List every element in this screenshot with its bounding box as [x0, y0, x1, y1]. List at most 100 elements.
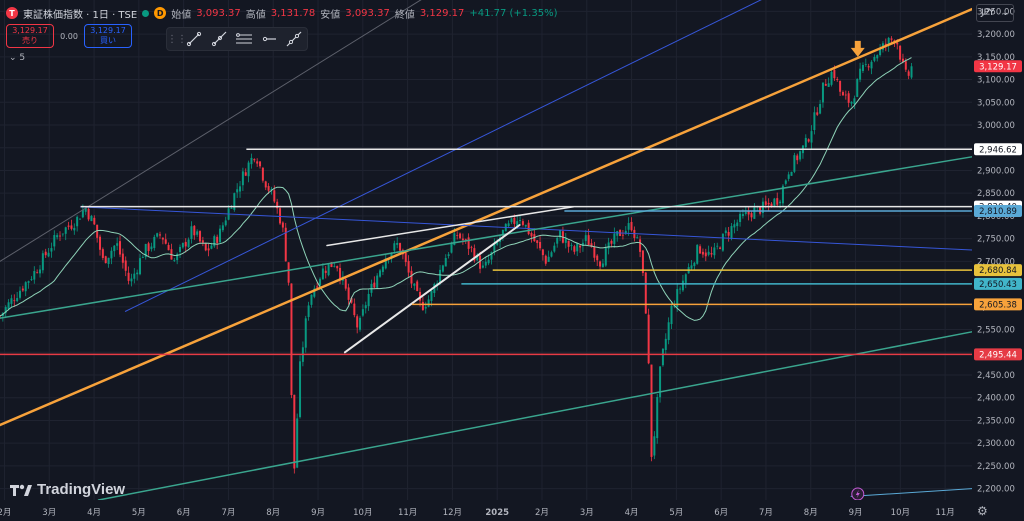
- candle-body: [181, 242, 184, 248]
- candle-body: [153, 236, 156, 248]
- price-tick-label: 2,850.00: [977, 189, 1015, 199]
- tradingview-logo-icon: [10, 484, 32, 496]
- time-axis[interactable]: 2月 3月 4月 5月 6月 7月 8月 9月 10月 11月 12月 2025 2月 3月 4月 5月 6月 7…: [0, 500, 1024, 521]
- open-label: 始値: [171, 9, 192, 21]
- sell-button[interactable]: 3,129.17 売り: [6, 24, 54, 48]
- candle-body: [681, 280, 684, 291]
- candle-body: [61, 233, 64, 235]
- trend-line[interactable]: [343, 224, 521, 354]
- price-label-box: [974, 204, 1022, 217]
- trend-line[interactable]: [326, 206, 575, 247]
- drawing-toolbar[interactable]: ⋮⋮: [166, 27, 308, 51]
- candle-body: [724, 230, 727, 234]
- candle-body: [564, 239, 567, 243]
- candle-body: [27, 281, 30, 283]
- tradingview-logo[interactable]: TradingView: [10, 481, 125, 498]
- horizontal-ray-tool-icon[interactable]: [256, 28, 281, 50]
- candle-body: [704, 252, 707, 257]
- candle-body: [73, 227, 76, 231]
- candle-body: [344, 279, 347, 289]
- price-tick-label: 2,450.00: [977, 371, 1015, 381]
- candle-body: [276, 201, 279, 209]
- candle-body: [576, 243, 579, 252]
- candle-body: [287, 262, 290, 283]
- price-tick-label: 2,300.00: [977, 439, 1015, 449]
- candle-body: [839, 80, 842, 92]
- candle-body: [133, 273, 136, 279]
- price-tick-label: 2,350.00: [977, 416, 1015, 426]
- candle-body: [490, 252, 493, 260]
- candle-body: [330, 262, 333, 268]
- candle-body: [853, 98, 856, 104]
- candle-body: [910, 66, 913, 78]
- candle-body: [610, 240, 613, 244]
- candle-body: [450, 243, 453, 253]
- candle-body: [899, 45, 902, 60]
- drag-handle-icon[interactable]: ⋮⋮: [167, 33, 187, 45]
- candle-body: [544, 255, 547, 264]
- time-tick-label: 9月: [849, 508, 863, 518]
- candle-body: [116, 243, 119, 246]
- candle-body: [99, 236, 102, 250]
- candle-body: [373, 282, 376, 288]
- ray-tool-icon[interactable]: [206, 28, 231, 50]
- time-tick-label: 7月: [221, 508, 235, 518]
- high-label: 高値: [245, 9, 266, 21]
- trend-line[interactable]: [850, 488, 973, 497]
- trend-line[interactable]: [80, 206, 973, 251]
- candle-body: [193, 225, 196, 236]
- exchange-logo: T: [6, 7, 18, 19]
- currency-selector[interactable]: JPY ⌄: [976, 4, 1014, 22]
- trend-line-tool-icon[interactable]: [181, 28, 206, 50]
- trend-line[interactable]: [0, 7, 974, 427]
- trend-line[interactable]: [97, 331, 973, 501]
- candle-body: [536, 240, 539, 244]
- candle-body: [284, 227, 287, 262]
- trend-line[interactable]: [0, 0, 439, 262]
- candle-body: [13, 300, 16, 302]
- candle-body: [253, 159, 256, 161]
- candle-body: [19, 290, 21, 298]
- candle-body: [570, 245, 573, 246]
- candle-body: [907, 71, 910, 76]
- extended-line-tool-icon[interactable]: [281, 28, 306, 50]
- gear-icon[interactable]: ⚙: [977, 504, 988, 518]
- candle-body: [347, 287, 350, 300]
- arrow-down-icon[interactable]: [850, 40, 865, 57]
- candle-body: [187, 239, 190, 248]
- candle-body: [196, 231, 199, 235]
- candle-body: [230, 208, 233, 209]
- price-label: 2,495.44: [979, 350, 1017, 360]
- candle-body: [821, 82, 824, 103]
- candle-body: [290, 283, 293, 396]
- candle-body: [747, 211, 750, 215]
- buy-button[interactable]: 3,129.17 買い: [84, 24, 132, 48]
- drawings-layer[interactable]: [0, 0, 974, 501]
- price-label-box: [974, 60, 1022, 73]
- candle-body: [804, 137, 807, 148]
- candle-body: [4, 307, 7, 314]
- candle-body: [404, 252, 407, 263]
- candle-body: [70, 225, 73, 229]
- trend-line[interactable]: [0, 156, 973, 319]
- candle-body: [264, 181, 267, 188]
- candle-body: [96, 224, 99, 238]
- data-delay-badge[interactable]: D: [154, 7, 167, 19]
- candle-body: [399, 243, 402, 251]
- candle-body: [836, 79, 839, 80]
- candle-body: [890, 38, 893, 40]
- candle-body: [667, 322, 670, 341]
- candle-body: [539, 241, 542, 249]
- parallel-channel-tool-icon[interactable]: [231, 28, 256, 50]
- candle-body: [739, 213, 742, 223]
- symbol-title[interactable]: 東証株価指数 · 1日 · TSE: [23, 9, 138, 21]
- price-axis[interactable]: 2,200.00 2,250.00 2,300.00 2,350.00 2,400.00…: [972, 0, 1024, 521]
- candle-body: [879, 48, 882, 56]
- price-tick-label: 2,750.00: [977, 235, 1015, 245]
- price-tick-label: 3,200.00: [977, 30, 1015, 40]
- price-tick-label: 3,050.00: [977, 98, 1015, 108]
- price-label: 2,946.62: [979, 145, 1017, 155]
- indicators-toggle[interactable]: ⌄ 5: [9, 53, 25, 63]
- candle-body: [701, 251, 704, 255]
